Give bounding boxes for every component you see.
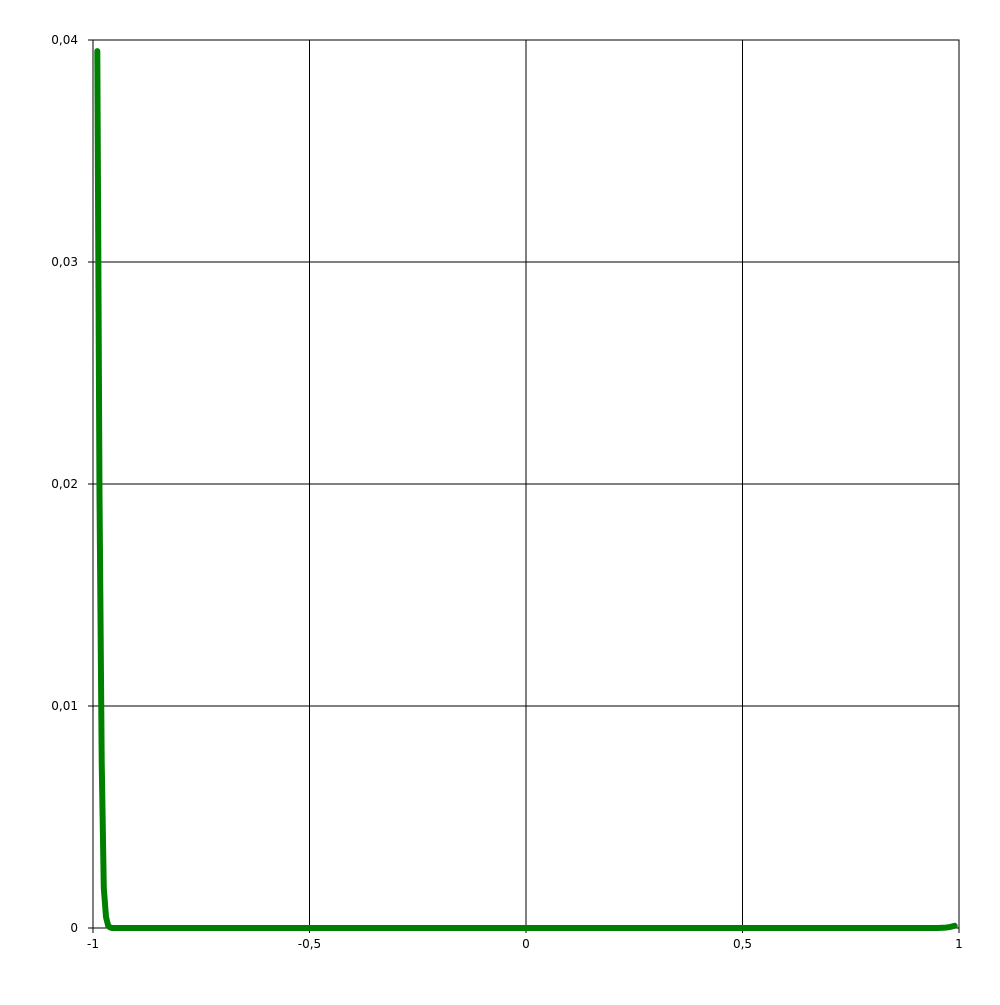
y-tick-label: 0,03 [51, 255, 78, 269]
data-point [952, 923, 957, 928]
data-point [97, 493, 102, 498]
data-point [99, 759, 104, 764]
x-tick-label: 0,5 [733, 937, 752, 951]
data-point [524, 926, 528, 930]
y-tick-label: 0,01 [51, 699, 78, 713]
y-tick-label: 0,04 [51, 33, 78, 47]
data-point [935, 926, 940, 930]
grid [88, 39, 960, 933]
y-tick-label: 0 [70, 921, 78, 935]
y-tick-label: 0,02 [51, 477, 78, 491]
data-point [783, 926, 788, 930]
data-point [913, 926, 918, 930]
data-point [134, 926, 139, 930]
series-layer [94, 48, 958, 931]
data-point [95, 49, 100, 54]
x-axis-tick-labels: -1 -0,5 0 0,5 1 [87, 937, 963, 951]
x-tick-label: -0,5 [298, 937, 321, 951]
data-point [101, 886, 106, 890]
y-axis-tick-labels: 0 0,01 0,02 0,03 0,04 [51, 33, 78, 935]
data-point [117, 926, 121, 930]
data-point [104, 914, 108, 919]
data-point [350, 926, 355, 930]
data-point [177, 926, 182, 930]
data-point [697, 926, 702, 930]
data-point [610, 926, 615, 930]
data-point [948, 924, 953, 929]
x-tick-label: -1 [87, 937, 99, 951]
data-point [264, 926, 269, 930]
data-point [870, 926, 875, 930]
data-point [437, 926, 442, 930]
data-point [944, 925, 948, 930]
x-tick-label: 0 [522, 937, 530, 951]
data-point [112, 926, 117, 930]
x-tick-label: 1 [955, 937, 963, 951]
